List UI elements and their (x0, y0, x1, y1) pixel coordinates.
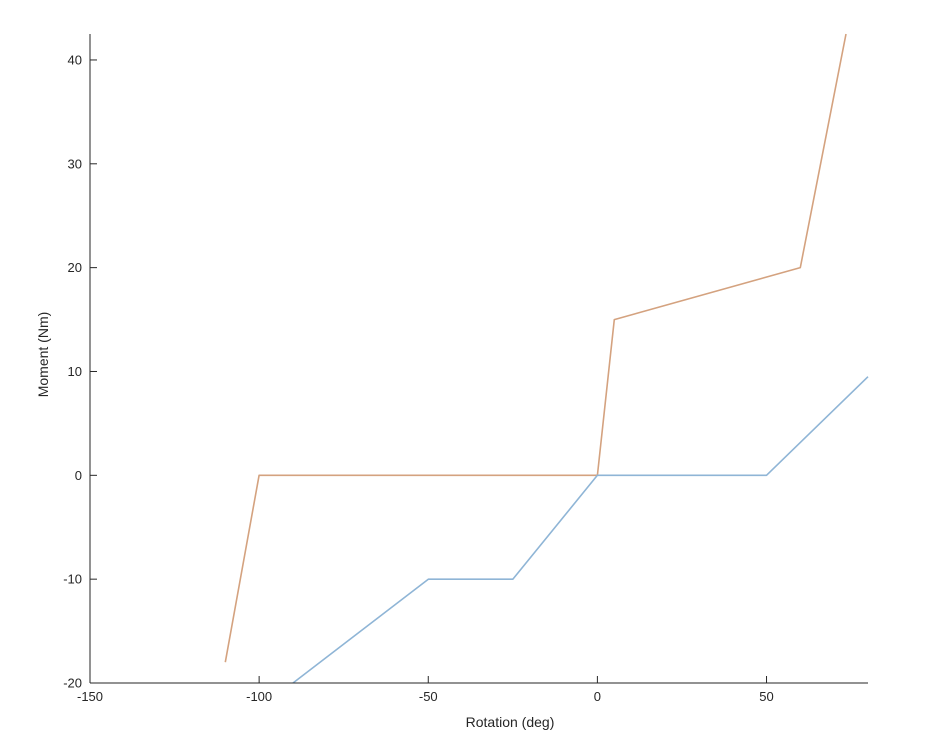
y-tick-label: -10 (63, 572, 82, 587)
x-tick-label: -100 (246, 689, 272, 704)
y-tick-label: 40 (68, 52, 82, 67)
x-tick-label: -50 (419, 689, 438, 704)
x-tick-label: 50 (759, 689, 773, 704)
series-line-2 (292, 376, 869, 684)
x-tick-label: -150 (77, 689, 103, 704)
x-ticks: -150 -100 -50 0 50 (77, 676, 774, 704)
y-axis-title: Moment (Nm) (35, 312, 51, 398)
y-tick-label: -20 (63, 676, 82, 691)
y-tick-label: 20 (68, 260, 82, 275)
series-line-1 (224, 33, 847, 663)
y-tick-label: 10 (68, 364, 82, 379)
x-tick-label: 0 (594, 689, 601, 704)
x-axis-title: Rotation (deg) (466, 714, 555, 730)
series-layer (224, 33, 869, 684)
y-tick-label: 30 (68, 156, 82, 171)
y-tick-label: 0 (75, 468, 82, 483)
y-ticks: -20 -10 0 10 20 30 40 (63, 52, 97, 691)
